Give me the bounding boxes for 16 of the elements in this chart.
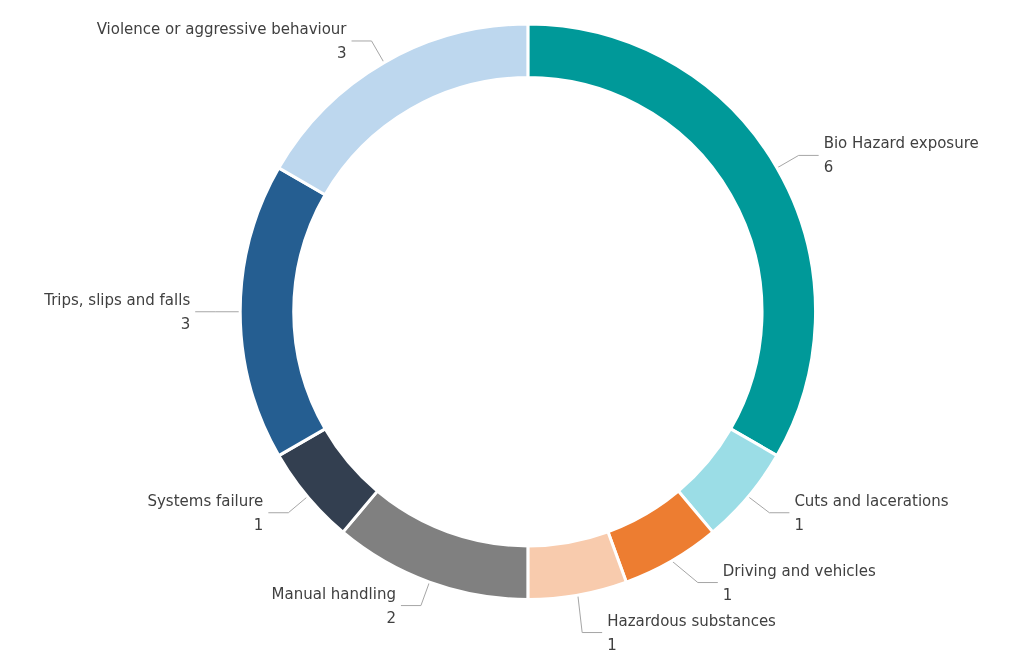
data-label: 2 [386,608,396,627]
data-label: 1 [253,515,264,534]
data-label: 1 [722,585,733,604]
slice-label: Driving and vehicles [722,561,876,580]
slice-label: Systems failure [147,491,264,510]
slice-label: Trips, slips and falls [43,290,191,309]
data-label: 1 [607,635,617,654]
slice-label: Manual handling [271,584,396,603]
slice-label: Cuts and lacerations [794,491,949,510]
data-label: 1 [794,515,804,534]
data-label: 3 [336,43,347,62]
data-label: 3 [180,314,191,333]
data-label: 6 [823,158,834,177]
slice-label: Violence or aggressive behaviour [96,19,348,38]
slice-label: Bio Hazard exposure [823,134,979,153]
slice-label: Hazardous substances [607,611,777,630]
